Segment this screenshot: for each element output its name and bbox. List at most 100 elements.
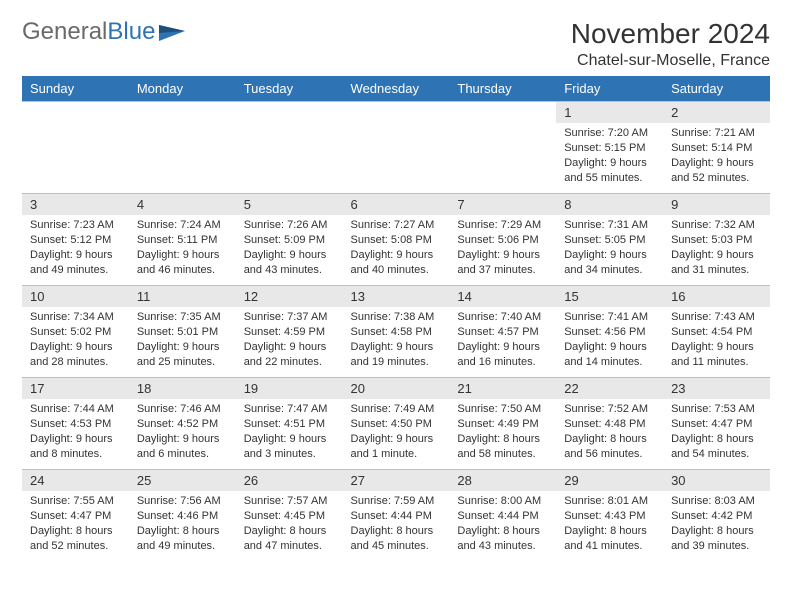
day-content (22, 108, 129, 115)
day-content: Sunrise: 7:46 AMSunset: 4:52 PMDaylight:… (129, 399, 236, 465)
day-cell: 18Sunrise: 7:46 AMSunset: 4:52 PMDayligh… (129, 378, 236, 470)
weekday-row: SundayMondayTuesdayWednesdayThursdayFrid… (22, 76, 770, 102)
day-cell: 2Sunrise: 7:21 AMSunset: 5:14 PMDaylight… (663, 102, 770, 194)
day-cell: 27Sunrise: 7:59 AMSunset: 4:44 PMDayligh… (343, 470, 450, 562)
day-content: Sunrise: 7:50 AMSunset: 4:49 PMDaylight:… (449, 399, 556, 465)
calendar-row: 3Sunrise: 7:23 AMSunset: 5:12 PMDaylight… (22, 194, 770, 286)
day-content: Sunrise: 7:23 AMSunset: 5:12 PMDaylight:… (22, 215, 129, 281)
brand-part1: General (22, 18, 107, 45)
brand-text: GeneralBlue (22, 18, 155, 46)
day-content: Sunrise: 7:31 AMSunset: 5:05 PMDaylight:… (556, 215, 663, 281)
weekday-header: Thursday (449, 76, 556, 102)
day-number: 2 (663, 102, 770, 123)
day-content: Sunrise: 7:57 AMSunset: 4:45 PMDaylight:… (236, 491, 343, 557)
day-content: Sunrise: 7:49 AMSunset: 4:50 PMDaylight:… (343, 399, 450, 465)
day-cell: 25Sunrise: 7:56 AMSunset: 4:46 PMDayligh… (129, 470, 236, 562)
month-title: November 2024 (571, 18, 770, 50)
day-content (343, 108, 450, 115)
day-number: 7 (449, 194, 556, 215)
calendar-row: 10Sunrise: 7:34 AMSunset: 5:02 PMDayligh… (22, 286, 770, 378)
day-cell: 28Sunrise: 8:00 AMSunset: 4:44 PMDayligh… (449, 470, 556, 562)
day-content (236, 108, 343, 115)
day-cell: 9Sunrise: 7:32 AMSunset: 5:03 PMDaylight… (663, 194, 770, 286)
weekday-header: Monday (129, 76, 236, 102)
day-content: Sunrise: 7:29 AMSunset: 5:06 PMDaylight:… (449, 215, 556, 281)
day-cell: 16Sunrise: 7:43 AMSunset: 4:54 PMDayligh… (663, 286, 770, 378)
day-cell: 30Sunrise: 8:03 AMSunset: 4:42 PMDayligh… (663, 470, 770, 562)
day-number: 22 (556, 378, 663, 399)
day-number: 21 (449, 378, 556, 399)
day-content: Sunrise: 7:53 AMSunset: 4:47 PMDaylight:… (663, 399, 770, 465)
empty-cell (343, 102, 450, 194)
day-content: Sunrise: 7:37 AMSunset: 4:59 PMDaylight:… (236, 307, 343, 373)
calendar-row: 17Sunrise: 7:44 AMSunset: 4:53 PMDayligh… (22, 378, 770, 470)
day-content: Sunrise: 7:56 AMSunset: 4:46 PMDaylight:… (129, 491, 236, 557)
calendar-page: GeneralBlue November 2024 Chatel-sur-Mos… (0, 0, 792, 580)
day-cell: 22Sunrise: 7:52 AMSunset: 4:48 PMDayligh… (556, 378, 663, 470)
day-cell: 15Sunrise: 7:41 AMSunset: 4:56 PMDayligh… (556, 286, 663, 378)
day-number: 9 (663, 194, 770, 215)
day-content: Sunrise: 8:00 AMSunset: 4:44 PMDaylight:… (449, 491, 556, 557)
empty-cell (129, 102, 236, 194)
day-content: Sunrise: 7:21 AMSunset: 5:14 PMDaylight:… (663, 123, 770, 189)
day-content: Sunrise: 7:26 AMSunset: 5:09 PMDaylight:… (236, 215, 343, 281)
day-number: 14 (449, 286, 556, 307)
day-cell: 17Sunrise: 7:44 AMSunset: 4:53 PMDayligh… (22, 378, 129, 470)
day-content (449, 108, 556, 115)
calendar-body: 1Sunrise: 7:20 AMSunset: 5:15 PMDaylight… (22, 102, 770, 562)
empty-cell (22, 102, 129, 194)
empty-cell (449, 102, 556, 194)
day-content: Sunrise: 7:55 AMSunset: 4:47 PMDaylight:… (22, 491, 129, 557)
day-cell: 24Sunrise: 7:55 AMSunset: 4:47 PMDayligh… (22, 470, 129, 562)
day-content: Sunrise: 7:38 AMSunset: 4:58 PMDaylight:… (343, 307, 450, 373)
day-number: 20 (343, 378, 450, 399)
calendar-row: 24Sunrise: 7:55 AMSunset: 4:47 PMDayligh… (22, 470, 770, 562)
day-number: 23 (663, 378, 770, 399)
calendar-row: 1Sunrise: 7:20 AMSunset: 5:15 PMDaylight… (22, 102, 770, 194)
day-content: Sunrise: 7:27 AMSunset: 5:08 PMDaylight:… (343, 215, 450, 281)
day-number: 11 (129, 286, 236, 307)
calendar-table: SundayMondayTuesdayWednesdayThursdayFrid… (22, 76, 770, 562)
day-content: Sunrise: 7:41 AMSunset: 4:56 PMDaylight:… (556, 307, 663, 373)
day-cell: 1Sunrise: 7:20 AMSunset: 5:15 PMDaylight… (556, 102, 663, 194)
day-cell: 8Sunrise: 7:31 AMSunset: 5:05 PMDaylight… (556, 194, 663, 286)
day-number: 10 (22, 286, 129, 307)
day-number: 27 (343, 470, 450, 491)
day-number: 30 (663, 470, 770, 491)
day-number: 16 (663, 286, 770, 307)
flag-icon (159, 21, 185, 43)
day-content: Sunrise: 7:52 AMSunset: 4:48 PMDaylight:… (556, 399, 663, 465)
day-cell: 7Sunrise: 7:29 AMSunset: 5:06 PMDaylight… (449, 194, 556, 286)
day-cell: 19Sunrise: 7:47 AMSunset: 4:51 PMDayligh… (236, 378, 343, 470)
day-content: Sunrise: 7:59 AMSunset: 4:44 PMDaylight:… (343, 491, 450, 557)
header: GeneralBlue November 2024 Chatel-sur-Mos… (22, 18, 770, 70)
day-number: 24 (22, 470, 129, 491)
weekday-header: Sunday (22, 76, 129, 102)
day-content: Sunrise: 7:40 AMSunset: 4:57 PMDaylight:… (449, 307, 556, 373)
day-content: Sunrise: 7:24 AMSunset: 5:11 PMDaylight:… (129, 215, 236, 281)
day-number: 3 (22, 194, 129, 215)
day-number: 25 (129, 470, 236, 491)
day-cell: 5Sunrise: 7:26 AMSunset: 5:09 PMDaylight… (236, 194, 343, 286)
weekday-header: Saturday (663, 76, 770, 102)
location: Chatel-sur-Moselle, France (571, 52, 770, 70)
day-number: 28 (449, 470, 556, 491)
brand-logo: GeneralBlue (22, 18, 185, 46)
day-content: Sunrise: 7:44 AMSunset: 4:53 PMDaylight:… (22, 399, 129, 465)
day-number: 8 (556, 194, 663, 215)
day-content: Sunrise: 7:32 AMSunset: 5:03 PMDaylight:… (663, 215, 770, 281)
day-cell: 10Sunrise: 7:34 AMSunset: 5:02 PMDayligh… (22, 286, 129, 378)
day-cell: 6Sunrise: 7:27 AMSunset: 5:08 PMDaylight… (343, 194, 450, 286)
day-number: 26 (236, 470, 343, 491)
day-cell: 14Sunrise: 7:40 AMSunset: 4:57 PMDayligh… (449, 286, 556, 378)
day-cell: 26Sunrise: 7:57 AMSunset: 4:45 PMDayligh… (236, 470, 343, 562)
day-content: Sunrise: 8:03 AMSunset: 4:42 PMDaylight:… (663, 491, 770, 557)
day-cell: 13Sunrise: 7:38 AMSunset: 4:58 PMDayligh… (343, 286, 450, 378)
day-number: 29 (556, 470, 663, 491)
day-number: 19 (236, 378, 343, 399)
day-cell: 21Sunrise: 7:50 AMSunset: 4:49 PMDayligh… (449, 378, 556, 470)
day-content: Sunrise: 7:43 AMSunset: 4:54 PMDaylight:… (663, 307, 770, 373)
day-cell: 4Sunrise: 7:24 AMSunset: 5:11 PMDaylight… (129, 194, 236, 286)
day-cell: 12Sunrise: 7:37 AMSunset: 4:59 PMDayligh… (236, 286, 343, 378)
day-number: 15 (556, 286, 663, 307)
